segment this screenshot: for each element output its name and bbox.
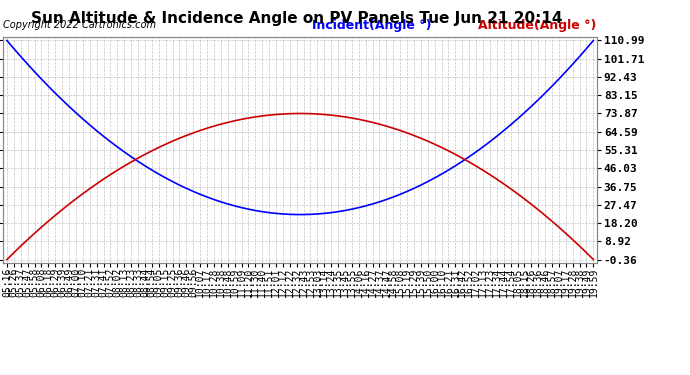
Text: Copyright 2022 Cartronics.com: Copyright 2022 Cartronics.com [3, 20, 157, 30]
Text: Incident(Angle °): Incident(Angle °) [312, 20, 431, 33]
Text: Sun Altitude & Incidence Angle on PV Panels Tue Jun 21 20:14: Sun Altitude & Incidence Angle on PV Pan… [31, 11, 562, 26]
Text: Altitude(Angle °): Altitude(Angle °) [478, 20, 597, 33]
